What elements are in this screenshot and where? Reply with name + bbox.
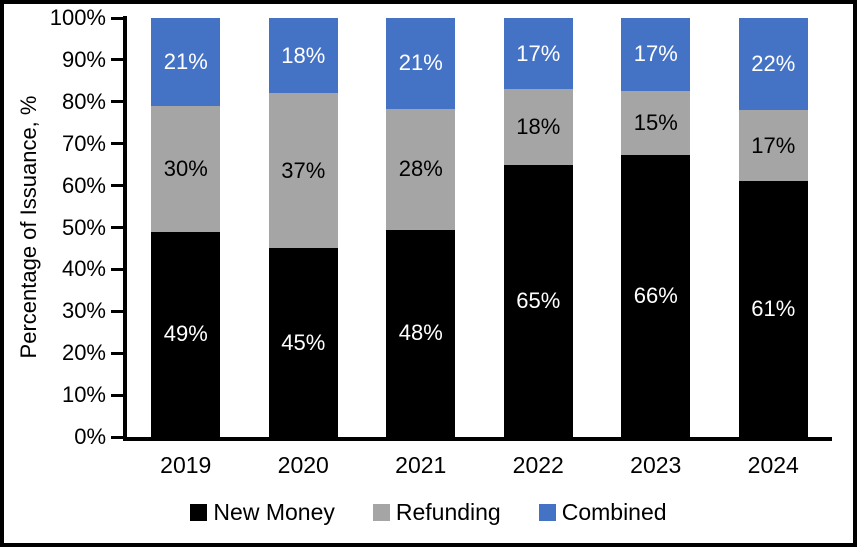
- bar-segment: 21%: [386, 18, 456, 109]
- legend-swatch-icon: [538, 504, 556, 521]
- x-axis-label-2021: 2021: [395, 452, 447, 478]
- legend-swatch-icon: [372, 504, 390, 521]
- stacked-bar-2022: 17% 18% 65%: [503, 18, 573, 437]
- y-tick-mark: [111, 309, 123, 313]
- bar-segment-label: 45%: [281, 329, 326, 355]
- bar-segment-label: 49%: [163, 321, 208, 347]
- y-tick-mark: [111, 351, 123, 355]
- y-tick-label: 10%: [61, 382, 106, 408]
- bar-column-2024: 22% 17% 61%: [715, 18, 833, 437]
- bar-segment-label: 37%: [281, 157, 326, 183]
- y-tick-mark: [111, 58, 123, 62]
- bar-column-2023: 17% 15% 66%: [597, 18, 715, 437]
- x-axis-label-2024: 2024: [747, 452, 799, 478]
- x-axis-label-2023: 2023: [630, 452, 682, 478]
- bar-segment-label: 17%: [516, 40, 561, 66]
- bar-segment-label: 28%: [398, 156, 443, 182]
- y-tick-label: 40%: [61, 256, 106, 282]
- stacked-bar-2023: 17% 15% 66%: [621, 18, 691, 437]
- y-tick-mark: [111, 393, 123, 397]
- x-axis-label-2022: 2022: [512, 452, 564, 478]
- bar-column-2022: 17% 18% 65%: [480, 18, 598, 437]
- y-tick-mark: [111, 16, 123, 20]
- bar-segment-label: 65%: [516, 287, 561, 313]
- legend-item-new-money: New Money: [190, 499, 335, 526]
- stacked-bar-2019: 21% 30% 49%: [151, 18, 221, 437]
- y-tick-label: 20%: [61, 340, 106, 366]
- bar-segment: 21%: [151, 18, 221, 106]
- bar-segment-label: 17%: [633, 41, 678, 67]
- bar-column-2019: 21% 30% 49%: [127, 18, 245, 437]
- bar-segment-label: 21%: [163, 48, 208, 74]
- bar-column-2020: 18% 37% 45%: [245, 18, 363, 437]
- bar-segment-label: 61%: [751, 296, 796, 322]
- bar-segment: 30%: [151, 105, 221, 232]
- bar-column-2021: 21% 28% 48%: [362, 18, 480, 437]
- y-tick-mark: [111, 142, 123, 146]
- bar-segment: 15%: [621, 90, 691, 155]
- stacked-bar-2024: 22% 17% 61%: [738, 18, 808, 437]
- x-axis-labels: 2019 2020 2021 2022 2023 2024: [127, 452, 832, 479]
- y-axis-ticks: 100% 90% 80% 70% 60% 50% 40% 30% 20% 10% 0%: [0, 6, 130, 449]
- bar-segment-label: 22%: [751, 51, 796, 77]
- legend: New Money Refunding Combined: [0, 499, 857, 526]
- y-tick-label: 70%: [61, 130, 106, 156]
- y-tick-label: 90%: [61, 46, 106, 72]
- bar-segment: 66%: [621, 154, 691, 437]
- bar-segment: 18%: [503, 89, 573, 165]
- y-tick-label: 60%: [61, 172, 106, 198]
- x-axis-label-2020: 2020: [277, 452, 329, 478]
- legend-swatch-icon: [190, 504, 208, 521]
- bar-segment: 49%: [151, 231, 221, 437]
- y-tick-label: 100%: [49, 5, 106, 30]
- bar-segment: 65%: [503, 164, 573, 437]
- bar-segment-label: 17%: [751, 132, 796, 158]
- y-tick-mark: [111, 267, 123, 271]
- y-tick-mark: [111, 100, 123, 104]
- y-tick-label: 0%: [74, 424, 106, 449]
- bar-segment: 17%: [621, 18, 691, 91]
- y-tick-mark: [111, 435, 123, 439]
- legend-item-combined: Combined: [538, 499, 667, 526]
- legend-item-refunding: Refunding: [372, 499, 501, 526]
- y-tick-label: 30%: [61, 298, 106, 324]
- legend-label: New Money: [213, 499, 335, 525]
- bar-segment-label: 18%: [516, 113, 561, 139]
- stacked-bar-2021: 21% 28% 48%: [386, 18, 456, 437]
- bar-segment: 37%: [268, 93, 338, 249]
- y-tick-mark: [111, 226, 123, 229]
- x-axis-label-2019: 2019: [160, 452, 212, 478]
- legend-label: Refunding: [395, 499, 501, 525]
- bar-segment: 17%: [738, 110, 808, 182]
- y-tick-mark: [111, 184, 123, 188]
- plot-area: 21% 30% 49% 18% 37% 45% 21% 28% 48% 17% 18% 65% 17% 1…: [127, 18, 832, 437]
- bar-segment: 28%: [386, 108, 456, 230]
- y-axis-line: [123, 16, 127, 441]
- y-tick-label: 50%: [61, 214, 106, 240]
- bar-segment-label: 66%: [633, 282, 678, 308]
- bar-segment-label: 15%: [633, 109, 678, 135]
- bar-segment: 17%: [503, 18, 573, 90]
- bar-segment: 61%: [738, 181, 808, 437]
- bar-segment-label: 48%: [398, 320, 443, 346]
- x-axis-line: [123, 437, 832, 441]
- y-tick-label: 80%: [61, 88, 106, 114]
- bar-segment-label: 18%: [281, 42, 326, 68]
- stacked-bar-2020: 18% 37% 45%: [268, 18, 338, 437]
- bar-segment-label: 30%: [163, 155, 208, 181]
- bar-segment: 18%: [268, 18, 338, 94]
- bar-segment: 22%: [738, 18, 808, 111]
- bar-segment: 45%: [268, 248, 338, 437]
- bar-segment: 48%: [386, 229, 456, 437]
- bar-segment-label: 21%: [398, 50, 443, 76]
- legend-label: Combined: [561, 499, 667, 525]
